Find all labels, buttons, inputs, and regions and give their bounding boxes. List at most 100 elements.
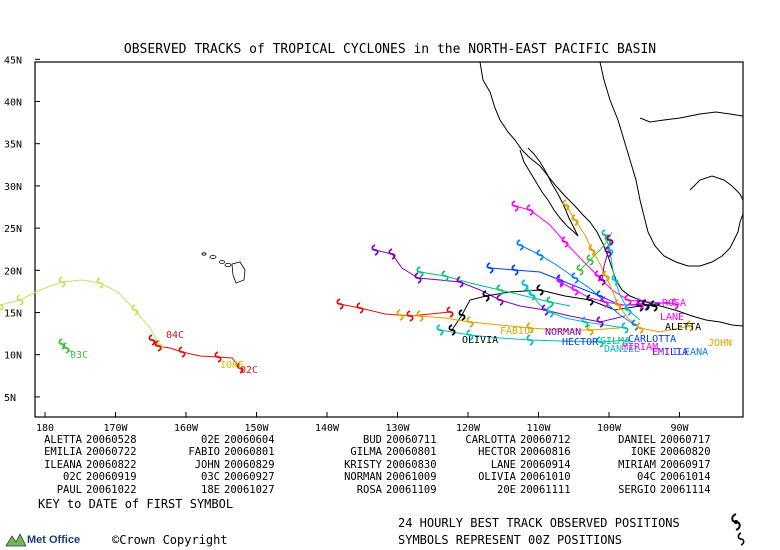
legend-storm-date: 20060919 <box>86 471 137 484</box>
lat-label: 45N <box>4 55 22 66</box>
map-title: OBSERVED TRACKS of TROPICAL CYCLONES in … <box>123 42 657 57</box>
legend-storm-name: CARLOTTA <box>465 434 516 446</box>
legend-storm-date: 20061010 <box>520 471 571 484</box>
storm-position-symbol <box>588 244 596 256</box>
legend-storm-name: 04C <box>637 471 656 484</box>
storm-position-symbol <box>466 316 474 328</box>
lon-label: 110W <box>526 423 551 434</box>
legend-storm-name: ILEANA <box>44 458 82 471</box>
storm-position-symbol <box>546 296 554 308</box>
storm-position-symbol <box>416 310 424 322</box>
storm-position-symbol <box>436 324 444 336</box>
storm-position-symbol <box>536 284 544 296</box>
met-office-logo <box>5 533 27 547</box>
storm-position-symbol <box>624 294 632 306</box>
lon-label: 90W <box>670 423 689 434</box>
legend-storm-date: 20060927 <box>224 471 275 484</box>
storm-position-symbol <box>336 298 344 310</box>
lat-label: 35N <box>4 140 22 151</box>
legend-storm-name: OLIVIA <box>478 471 516 484</box>
storm-position-symbol <box>614 299 622 311</box>
storm-track <box>559 281 641 306</box>
storm-label: HECTOR <box>562 337 599 348</box>
lon-label: 150W <box>244 423 269 434</box>
legend-storm-name: MIRIAM <box>618 458 656 471</box>
storm-position-symbol <box>516 239 524 251</box>
storm-position-symbol <box>466 329 474 341</box>
storm-label: NORMAN <box>545 327 581 338</box>
storm-position-symbol <box>521 279 529 291</box>
lat-label: 5N <box>4 393 16 404</box>
storm-position-symbol <box>356 302 364 314</box>
lon-label: 180 <box>36 423 54 434</box>
map-frame <box>34 61 744 418</box>
storm-position-symbol <box>526 322 534 334</box>
lat-label: 20N <box>4 266 22 277</box>
storm-position-symbol <box>636 322 644 334</box>
storm-position-symbol <box>131 304 139 316</box>
storm-position-symbol <box>602 270 610 282</box>
legend-storm-name: PAUL <box>56 483 82 496</box>
storm-position-symbol <box>586 254 594 266</box>
storm-symbol-icon <box>737 532 745 546</box>
lon-label: 160W <box>174 423 199 434</box>
storm-position-symbol <box>536 249 544 261</box>
storm-position-symbol <box>441 270 449 282</box>
legend-storm-name: DANIEL <box>618 434 656 446</box>
storm-track <box>374 249 626 323</box>
storm-position-symbol <box>586 294 594 306</box>
storm-label: IOKE <box>220 360 244 371</box>
storm-label: EMILIA <box>652 347 688 358</box>
storm-position-symbol <box>148 334 156 346</box>
storm-position-symbol <box>96 277 104 289</box>
storm-position-symbol <box>624 304 632 316</box>
storm-track <box>0 279 161 346</box>
legend-storm-date: 20060801 <box>386 446 437 459</box>
legend-storm-name: IOKE <box>630 446 656 459</box>
storm-position-symbol <box>561 236 569 248</box>
legend-storm-date: 20060829 <box>224 458 275 471</box>
storm-position-symbol <box>396 309 404 321</box>
legend-storm-date: 20061114 <box>660 483 711 496</box>
legend-storm-name: LANE <box>490 458 516 471</box>
legend-storm-date: 20060816 <box>520 446 571 459</box>
storm-label: ILEANA <box>672 347 708 358</box>
storm-position-symbol <box>178 346 186 358</box>
storm-position-symbol <box>596 316 604 328</box>
legend-storm-date: 20060822 <box>86 458 137 471</box>
lon-label: 120W <box>456 423 481 434</box>
storm-position-symbol <box>611 274 619 286</box>
storm-position-symbol <box>214 351 222 363</box>
baja-california <box>519 147 579 237</box>
hawaii-islands <box>201 252 246 284</box>
storm-position-symbol <box>621 322 629 334</box>
legend-storm-date: 20060604 <box>224 434 275 446</box>
legend-storm-date: 20060820 <box>660 446 711 459</box>
legend-storm-name: KRISTY <box>344 458 382 471</box>
storm-position-symbol <box>0 300 4 311</box>
lon-label: 130W <box>385 423 410 434</box>
lat-label: 30N <box>4 182 22 193</box>
storm-position-symbol <box>604 246 612 258</box>
storm-position-symbol <box>371 244 379 256</box>
storm-position-symbol <box>486 262 494 274</box>
copyright-text: Crown Copyright <box>119 533 228 547</box>
storm-label: OLIVIA <box>462 335 498 346</box>
copyright: ©Crown Copyright <box>112 533 228 547</box>
storm-position-symbol <box>576 264 584 276</box>
storm-position-symbol <box>526 204 534 216</box>
symbols-note: SYMBOLS REPRESENT 00Z POSITIONS <box>398 533 622 547</box>
storm-position-symbol <box>511 264 519 276</box>
storm-position-symbol <box>581 316 589 328</box>
storm-position-symbol <box>650 300 658 312</box>
storm-track <box>565 204 691 333</box>
storm-track <box>579 231 613 271</box>
storm-label: 03C <box>70 350 88 361</box>
legend-storm-date: 20061109 <box>386 483 437 496</box>
legend-storm-name: HECTOR <box>478 446 516 459</box>
storm-position-symbol <box>414 272 422 284</box>
storm-position-symbol <box>482 290 490 302</box>
legend-storm-name: BUD <box>363 434 382 446</box>
legend-storm-name: 20E <box>497 483 516 496</box>
